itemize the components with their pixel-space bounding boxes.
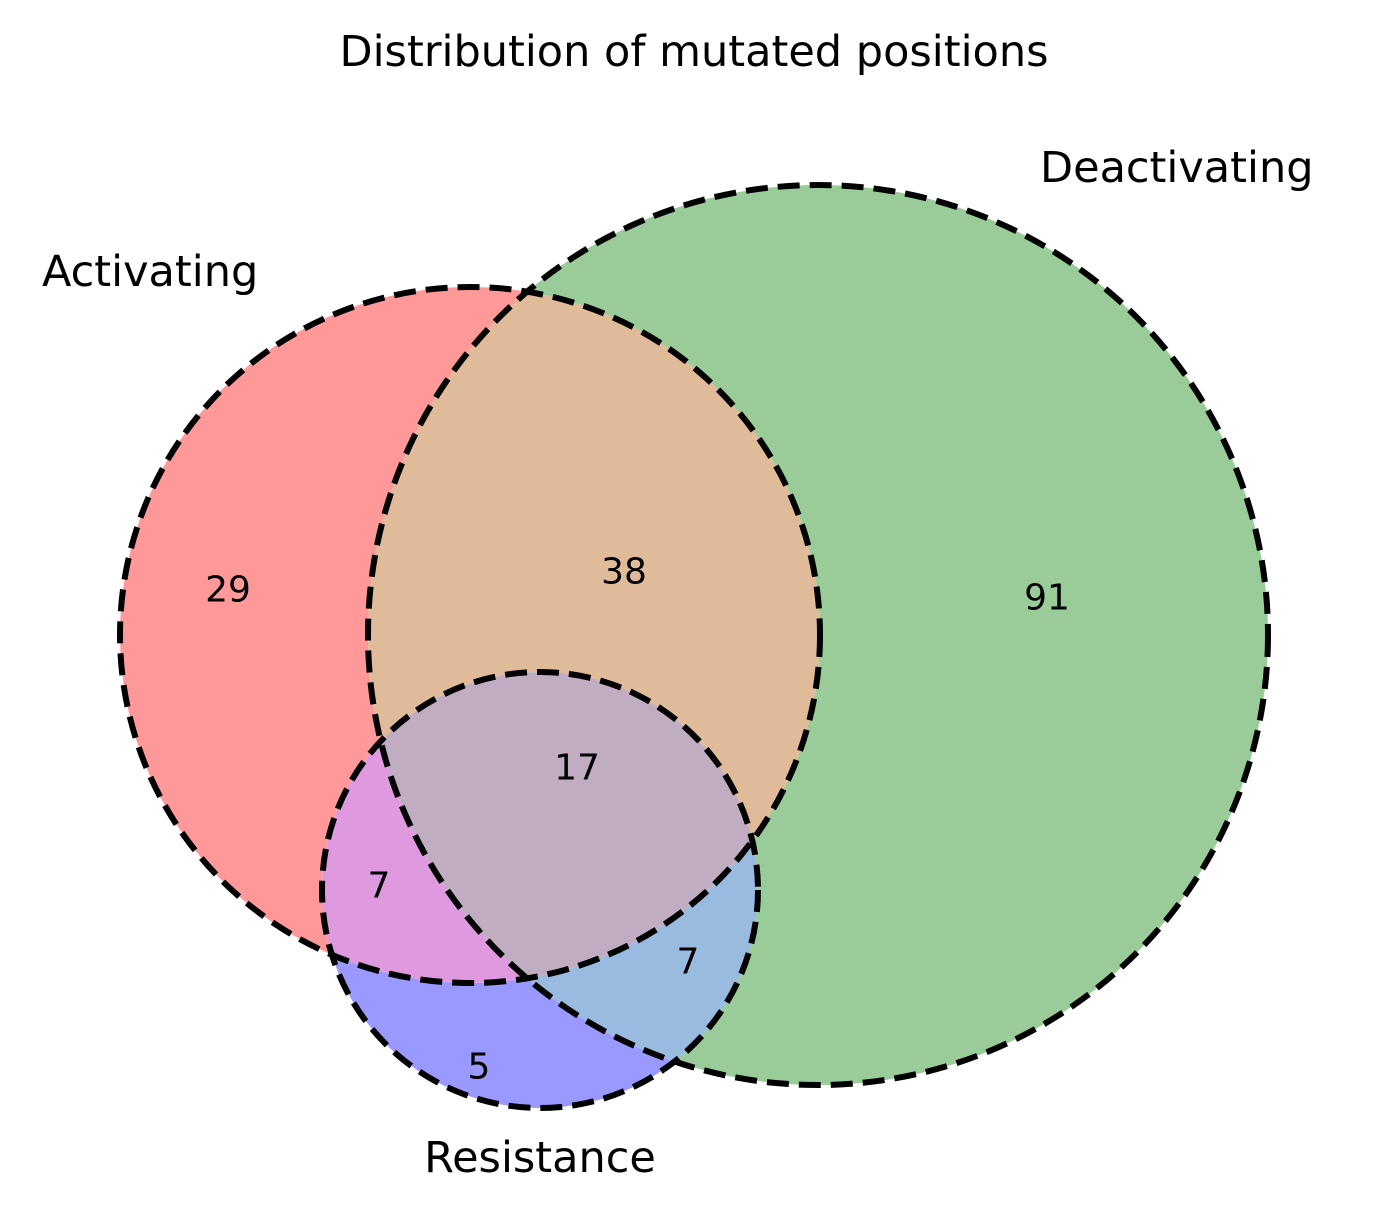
- deactivating-outline: [365, 182, 1271, 1088]
- chart-title: Distribution of mutated positions: [340, 27, 1049, 77]
- activating-label: Activating: [42, 247, 258, 297]
- count-resistance-only: 5: [468, 1047, 491, 1088]
- count-activating-resistance: 7: [368, 866, 391, 907]
- count-activating-deactivating: 38: [601, 552, 647, 593]
- activating-outline: [117, 284, 823, 986]
- count-deactivating-resistance: 7: [677, 942, 700, 983]
- count-activating-only: 29: [205, 570, 251, 611]
- count-all-three: 17: [554, 748, 600, 789]
- resistance-outline: [319, 669, 761, 1111]
- resistance-label: Resistance: [424, 1133, 656, 1183]
- set-outlines: [117, 182, 1271, 1111]
- count-deactivating-only: 91: [1024, 578, 1070, 619]
- deactivating-label: Deactivating: [1040, 143, 1314, 193]
